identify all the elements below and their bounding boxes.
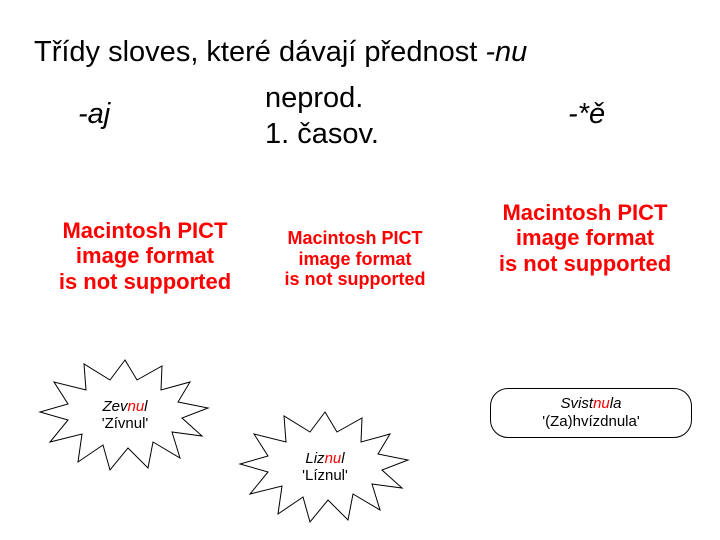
pict-placeholder-left: Macintosh PICT image format is not suppo… [40, 218, 250, 294]
title-nu: -nu [485, 36, 527, 68]
column2-heading: neprod. 1. časov. [265, 80, 379, 153]
starburst-zevnul-label: Zevnul 'Zívnul' [102, 398, 149, 433]
column1-heading: -aj [78, 98, 110, 131]
rounded-box-svistnula: Svistnula '(Za)hvízdnula' [490, 388, 692, 438]
title-pre: Třídy sloves, které dávají přednost [34, 36, 485, 68]
pict-placeholder-right: Macintosh PICT image format is not suppo… [480, 200, 690, 276]
starburst-zevnul: Zevnul 'Zívnul' [40, 360, 210, 470]
column2-line2: 1. časov. [265, 118, 379, 150]
column3-heading: -*ě [568, 98, 605, 131]
starburst-liznul-label: Liznul 'Líznul' [302, 450, 348, 485]
starburst-liznul: Liznul 'Líznul' [240, 412, 410, 522]
column2-line1: neprod. [265, 82, 363, 114]
slide-title: Třídy sloves, které dávají přednost -nu [34, 36, 527, 69]
pict-placeholder-center: Macintosh PICT image format is not suppo… [270, 228, 440, 290]
